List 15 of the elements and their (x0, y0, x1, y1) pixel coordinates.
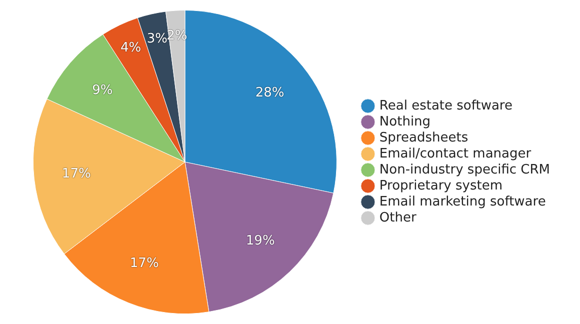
data-label: 19% (246, 233, 275, 248)
legend-label: Nothing (379, 114, 431, 130)
data-label: 9% (92, 82, 113, 98)
legend-label: Other (379, 210, 417, 226)
data-label: 17% (130, 256, 159, 271)
legend-label: Real estate software (379, 98, 512, 114)
data-label: 28% (255, 85, 284, 100)
legend-label: Email/contact manager (379, 146, 532, 162)
legend-label: Spreadsheets (379, 130, 468, 146)
legend-label: Email marketing software (379, 194, 546, 210)
data-label: 17% (62, 166, 91, 182)
data-label: 3% (146, 32, 168, 47)
legend-label: Proprietary system (379, 178, 502, 194)
data-label: 4% (120, 40, 142, 56)
legend-label: Non-industry specific CRM (379, 162, 550, 178)
